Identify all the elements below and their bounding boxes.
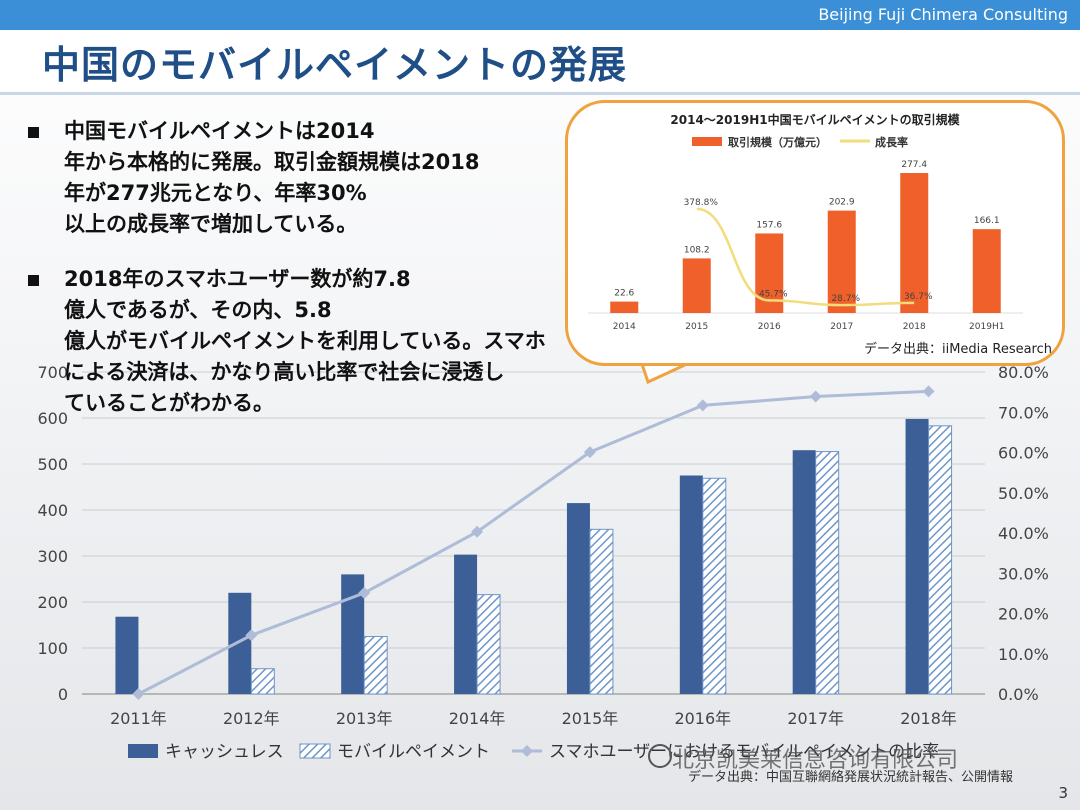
line-point	[922, 385, 935, 398]
line-point	[696, 399, 709, 412]
right-axis-tick-label: 20.0%	[998, 605, 1049, 624]
line-point	[809, 390, 822, 403]
bar-cashless	[454, 554, 478, 694]
left-axis-tick-label: 100	[37, 639, 68, 658]
left-axis-tick-label: 0	[58, 685, 68, 704]
bar-mobile-payment	[363, 636, 388, 695]
left-axis-tick-label: 300	[37, 547, 68, 566]
legend-cashless-swatch	[128, 744, 158, 758]
inset-growth-value-label: 28.7%	[831, 294, 860, 304]
inset-x-tick-label: 2014	[613, 322, 636, 332]
inset-x-tick-label: 2015	[685, 322, 708, 332]
bullet-2-text: 2018年のスマホユーザー数が約7.8 億人であるが、その内、5.8 億人がモバ…	[64, 267, 546, 415]
line-point	[132, 688, 145, 700]
x-axis-tick-label: 2012年	[223, 709, 280, 728]
line-point	[245, 629, 258, 642]
legend-mobile-swatch	[299, 743, 331, 759]
inset-bar-value-label: 108.2	[684, 245, 710, 255]
right-axis-tick-label: 10.0%	[998, 645, 1049, 664]
bar-mobile-payment	[589, 528, 614, 695]
right-axis-tick-label: 0.0%	[998, 685, 1039, 704]
legend-mobile-label: モバイルペイメント	[337, 742, 490, 762]
x-axis-tick-label: 2017年	[787, 709, 844, 728]
inset-x-tick-label: 2016	[758, 322, 781, 332]
bar-cashless	[905, 418, 929, 694]
left-axis-tick-label: 600	[37, 409, 68, 428]
left-axis-tick-label: 200	[37, 593, 68, 612]
inset-x-tick-label: 2017	[830, 322, 853, 332]
right-axis-tick-label: 50.0%	[998, 484, 1049, 503]
inset-source-note: データ出典：iiMedia Research	[863, 342, 1052, 357]
inset-bar-value-label: 202.9	[829, 198, 855, 208]
bar-mobile-payment	[815, 451, 840, 695]
x-axis-tick-label: 2013年	[336, 709, 393, 728]
inset-bar	[900, 173, 929, 313]
inset-legend-bar-label: 取引規模（万億元）	[728, 135, 827, 149]
x-axis-tick-label: 2011年	[110, 709, 167, 728]
inset-bar	[610, 301, 639, 313]
inset-x-tick-label: 2018	[903, 322, 926, 332]
inset-growth-value-label: 45.7%	[759, 289, 788, 299]
right-axis-tick-label: 60.0%	[998, 444, 1049, 463]
bar-cashless	[792, 450, 816, 694]
inset-bar-value-label: 22.6	[614, 289, 634, 299]
bar-mobile-payment	[928, 425, 953, 695]
line-point	[583, 446, 596, 459]
bar-cashless	[115, 616, 139, 694]
right-axis-tick-label: 40.0%	[998, 524, 1049, 543]
page-number: 3	[1058, 784, 1068, 802]
inset-bar	[827, 210, 856, 313]
title-band	[0, 30, 1080, 90]
bullet-1-text: 中国モバイルペイメントは2014 年から本格的に発展。取引金額規模は2018 年…	[64, 119, 480, 236]
left-axis-tick-label: 700	[37, 363, 68, 382]
inset-growth-value-label: 36.7%	[904, 292, 933, 302]
inset-legend-bar-swatch	[692, 137, 722, 146]
bullet-square-icon	[28, 127, 39, 138]
legend-ratio-marker	[521, 745, 533, 757]
bar-cashless	[341, 574, 365, 694]
inset-legend-line-label: 成長率	[875, 135, 908, 149]
company-name: Beijing Fuji Chimera Consulting	[818, 5, 1068, 24]
inset-growth-value-label: 378.8%	[684, 198, 719, 208]
bar-mobile-payment	[476, 594, 501, 695]
bar-mobile-payment	[702, 477, 727, 695]
right-axis-tick-label: 80.0%	[998, 363, 1049, 382]
x-axis-tick-label: 2016年	[674, 709, 731, 728]
inset-chart: 取引規模（万億元） 成長率 22.6 2014 108.2 2015 157.6 2016 2…	[588, 135, 1023, 332]
legend-cashless-label: キャッシュレス	[165, 742, 284, 762]
x-axis-tick-label: 2018年	[900, 709, 957, 728]
inset-chart-callout: 2014～2019H1中国モバイルペイメントの取引規模 取引規模（万億元） 成長率…	[565, 100, 1065, 366]
inset-bar	[972, 229, 1001, 313]
line-point	[471, 525, 484, 538]
title-divider	[0, 92, 1080, 95]
right-axis-tick-label: 70.0%	[998, 403, 1049, 422]
bar-cashless	[566, 503, 590, 694]
legend-ratio-label: スマホユーザーにおけるモバイルペイメントの比率	[549, 742, 939, 762]
watermark: 北京凯美莱信息咨询有限公司	[672, 748, 959, 773]
inset-x-tick-label: 2019H1	[969, 322, 1004, 332]
header-bar: Beijing Fuji Chimera Consulting	[0, 0, 1080, 30]
bar-cashless	[679, 475, 703, 694]
left-axis-tick-label: 500	[37, 455, 68, 474]
left-axis-tick-label: 400	[37, 501, 68, 520]
inset-chart-title: 2014～2019H1中国モバイルペイメントの取引規模	[670, 113, 960, 127]
page-title: 中国のモバイルペイメントの発展	[42, 43, 628, 87]
inset-growth-line	[696, 207, 915, 307]
line-smartphone-ratio	[137, 389, 929, 696]
wechat-logo-icon	[648, 744, 672, 768]
inset-bar-value-label: 277.4	[901, 160, 927, 170]
x-axis-tick-label: 2014年	[449, 709, 506, 728]
right-axis-tick-label: 30.0%	[998, 564, 1049, 583]
inset-bar-value-label: 157.6	[756, 220, 782, 230]
bullet-square-icon	[28, 275, 39, 286]
main-source-note: データ出典：中国互聯網絡発展状況統計報告、公開情報	[688, 770, 1014, 785]
bar-mobile-payment	[250, 668, 275, 695]
inset-bar-value-label: 166.1	[974, 216, 1000, 226]
inset-bar	[682, 258, 711, 313]
x-axis-tick-label: 2015年	[562, 709, 619, 728]
line-point	[358, 586, 371, 599]
bar-cashless	[228, 592, 252, 694]
